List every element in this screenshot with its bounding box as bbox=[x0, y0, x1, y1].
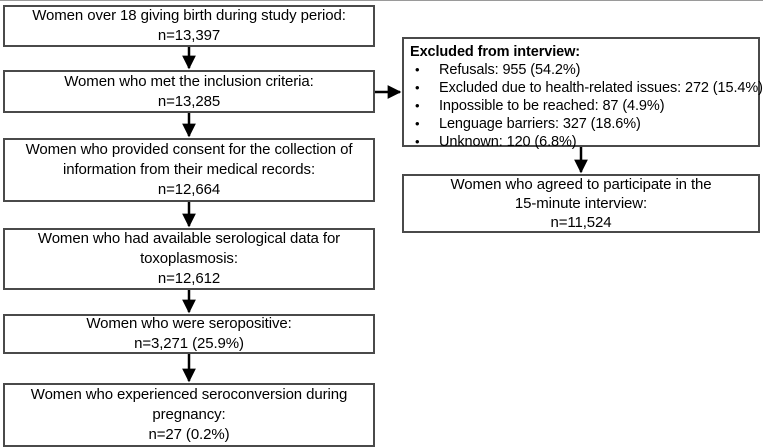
excluded-item-text: Unknown: 120 (6.8%) bbox=[439, 134, 577, 150]
flow-box-text: Women who experienced seroconversion dur… bbox=[30, 386, 348, 403]
flow-box-text: Women who agreed to participate in the bbox=[450, 176, 712, 193]
flow-box-excluded-from-interview: Excluded from interview: • Refusals: 955… bbox=[402, 37, 763, 150]
flow-box-count: n=27 (0.2%) bbox=[148, 426, 230, 443]
excluded-item-text: Excluded due to health-related issues: 2… bbox=[439, 80, 763, 96]
flow-box-text: 15-minute interview: bbox=[514, 195, 648, 212]
bullet-icon: • bbox=[415, 134, 420, 149]
bullet-icon: • bbox=[415, 98, 420, 113]
excluded-item-refusals: • Refusals: 955 (54.2%) bbox=[410, 61, 752, 79]
flow-box-count: n=13,285 bbox=[157, 92, 221, 110]
bullet-icon: • bbox=[415, 116, 420, 131]
excluded-box-title: Excluded from interview: bbox=[410, 44, 581, 60]
flow-box-text: pregnancy: bbox=[152, 406, 226, 423]
flow-box-count: n=12,612 bbox=[157, 270, 221, 287]
excluded-item-health-related: • Excluded due to health-related issues:… bbox=[410, 79, 763, 97]
flow-box-text: Women who were seropositive: bbox=[86, 315, 292, 332]
flow-box-count: n=13,397 bbox=[157, 27, 221, 44]
flow-box-consent: Women who provided consent for the colle… bbox=[3, 138, 375, 202]
flow-box-births: Women over 18 giving birth during study … bbox=[3, 5, 375, 47]
flow-box-text: toxoplasmosis: bbox=[140, 250, 238, 267]
excluded-item-text: Lenguage barriers: 327 (18.6%) bbox=[439, 116, 641, 132]
flow-box-seropositive: Women who were seropositive: n=3,271 (25… bbox=[3, 314, 375, 354]
bullet-icon: • bbox=[415, 80, 420, 95]
flow-box-inclusion-criteria: Women who met the inclusion criteria: n=… bbox=[3, 70, 375, 113]
excluded-item-unknown: • Unknown: 120 (6.8%) bbox=[410, 133, 752, 151]
flow-box-seroconversion: Women who experienced seroconversion dur… bbox=[3, 383, 375, 447]
flow-box-count: n=11,524 bbox=[550, 214, 612, 231]
flow-box-text: Women over 18 giving birth during study … bbox=[32, 7, 346, 24]
excluded-item-language-barriers: • Lenguage barriers: 327 (18.6%) bbox=[410, 115, 752, 133]
flow-box-text: Women who met the inclusion criteria: bbox=[64, 72, 314, 90]
excluded-item-text: Inpossible to be reached: 87 (4.9%) bbox=[439, 98, 665, 114]
excluded-item-text: Refusals: 955 (54.2%) bbox=[439, 62, 581, 78]
flow-box-serological-data: Women who had available serological data… bbox=[3, 228, 375, 290]
excluded-item-unreachable: • Inpossible to be reached: 87 (4.9%) bbox=[410, 97, 752, 115]
flow-box-count: n=12,664 bbox=[157, 181, 221, 198]
flow-box-text: information from their medical records: bbox=[62, 161, 316, 178]
flow-box-text: Women who provided consent for the colle… bbox=[25, 141, 353, 158]
flow-box-agreed-interview: Women who agreed to participate in the 1… bbox=[402, 174, 760, 233]
flow-box-text: Women who had available serological data… bbox=[37, 230, 341, 247]
flow-box-count: n=3,271 (25.9%) bbox=[134, 335, 244, 352]
bullet-icon: • bbox=[415, 62, 420, 77]
